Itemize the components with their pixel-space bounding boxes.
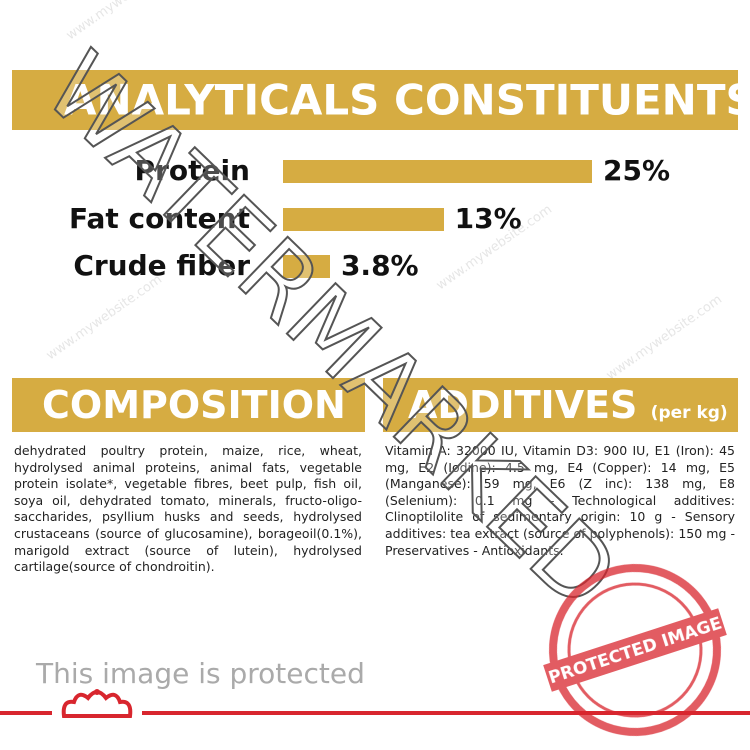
watermark-url: www.mywebsite.com xyxy=(44,272,165,363)
value-label: 3.8% xyxy=(340,249,419,282)
composition-title: COMPOSITION xyxy=(42,383,346,427)
row-label: Fat content xyxy=(69,202,250,235)
additives-subtitle: (per kg) xyxy=(650,403,728,423)
additives-text: Vitamin A: 32000 IU, Vitamin D3: 900 IU,… xyxy=(385,443,735,558)
protected-stamp: PROTECTED IMAGE xyxy=(543,564,727,736)
additives-band: ADDITIVES (per kg) xyxy=(383,378,738,432)
additives-title: ADDITIVES (per kg) xyxy=(408,383,728,427)
watermark-urls: www.mywebsite.com www.mywebsite.com www.… xyxy=(44,0,725,383)
stamp-text: PROTECTED IMAGE xyxy=(546,613,724,688)
composition-band: COMPOSITION xyxy=(12,378,365,432)
analyticals-title: ANALYTICALS CONSTITUENTS xyxy=(64,75,750,125)
bar xyxy=(283,160,592,183)
watermark-url: www.mywebsite.com xyxy=(604,292,725,383)
crown-logo xyxy=(52,686,142,720)
bar xyxy=(283,208,444,231)
row-label: Protein xyxy=(134,154,250,187)
row-label: Crude fiber xyxy=(73,249,250,282)
bar xyxy=(283,255,330,278)
watermark-url: www.mywebsite.com xyxy=(64,0,185,43)
additives-title-main: ADDITIVES xyxy=(408,383,638,427)
value-label: 13% xyxy=(454,202,522,235)
value-label: 25% xyxy=(603,154,671,187)
composition-text: dehydrated poultry protein, maize, rice,… xyxy=(14,443,362,575)
footer-line xyxy=(0,711,750,715)
analyticals-band: ANALYTICALS CONSTITUENTS xyxy=(12,70,750,130)
